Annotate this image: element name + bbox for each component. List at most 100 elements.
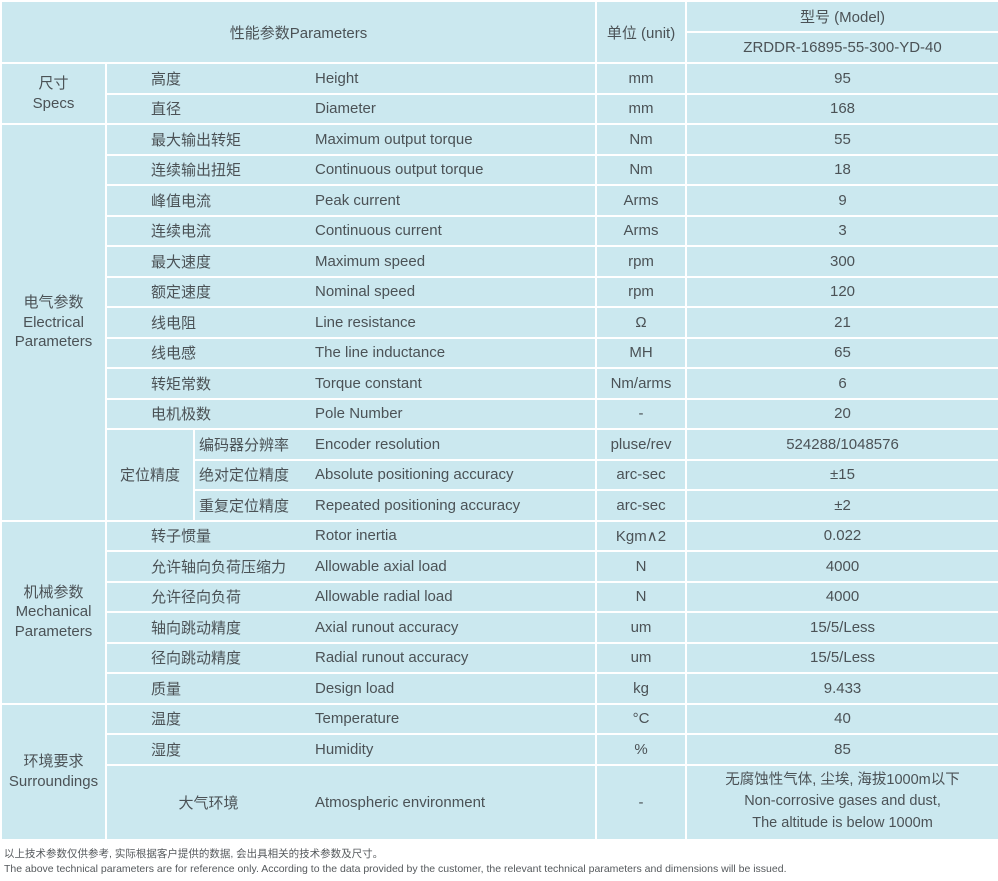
value-cell: 18 — [685, 153, 998, 186]
footnote-cn: 以上技术参数仅供参考, 实际根据客户提供的数据, 会出具相关的技术参数及尺寸。 — [4, 847, 384, 860]
value-cell: 4000 — [685, 580, 998, 613]
param-name-en: Maximum output torque — [315, 130, 473, 148]
param-name-cn: 线电感 — [151, 345, 197, 363]
unit-cell: Arms — [595, 184, 688, 217]
param-name-en: Torque constant — [315, 374, 422, 392]
param-name-cn: 额定速度 — [151, 284, 212, 302]
param-name-en: Rotor inertia — [315, 527, 397, 545]
unit-cell: MH — [595, 336, 688, 369]
unit-cell: - — [595, 763, 688, 841]
value-cell: 9.433 — [685, 672, 998, 705]
param-name-cn: 转子惯量 — [151, 528, 212, 546]
unit-cell: rpm — [595, 275, 688, 308]
value-cell: 65 — [685, 336, 998, 369]
param-name-cn: 径向跳动精度 — [151, 650, 242, 668]
param-label-cell: 径向跳动精度 Radial runout accuracy — [104, 641, 598, 674]
param-label-cell: 最大速度 Maximum speed — [104, 245, 598, 278]
param-name-en: Peak current — [315, 191, 401, 209]
param-name-cn: 峰值电流 — [151, 192, 212, 210]
param-label-cell: 连续电流 Continuous current — [104, 214, 598, 247]
param-name-en: Allowable axial load — [315, 557, 447, 575]
param-label-cell: 线电阻 Line resistance — [104, 306, 598, 339]
section-title-electrical: 电气参数 Electrical Parameters — [0, 123, 107, 522]
param-name-en: Continuous output torque — [315, 161, 484, 179]
subgroup-title-positioning: 定位精度 — [105, 428, 195, 522]
value-cell: 55 — [685, 123, 998, 156]
param-label-cell: 允许轴向负荷压缩力 Allowable axial load — [104, 550, 598, 583]
table-row: 最大速度 Maximum speed rpm 300 — [1, 245, 998, 278]
param-name-en: Line resistance — [315, 313, 416, 331]
param-label-cell: 峰值电流 Peak current — [104, 184, 598, 217]
param-name-cn: 转矩常数 — [151, 375, 212, 393]
table-row: 连续电流 Continuous current Arms 3 — [1, 214, 998, 247]
unit-cell: mm — [595, 62, 688, 95]
table-row: 径向跳动精度 Radial runout accuracy um 15/5/Les… — [1, 641, 998, 674]
param-label-cell: 线电感 The line inductance — [104, 336, 598, 369]
value-cell: 15/5/Less — [685, 641, 998, 674]
param-name-en: Pole Number — [315, 405, 403, 423]
header-row-1: 性能参数Parameters 单位 (unit) 型号 (Model) — [0, 0, 998, 64]
section-title-surroundings: 环境要求 Surroundings — [0, 702, 107, 841]
model-value: ZRDDR-16895-55-300-YD-40 — [685, 31, 998, 64]
param-name-cn: 大气环境 — [178, 794, 239, 812]
value-cell: 20 — [685, 397, 998, 430]
table-row: 轴向跳动精度 Axial runout accuracy um 15/5/Less — [1, 611, 998, 644]
param-name-en: Atmospheric environment — [315, 793, 486, 811]
param-label-cell: 转矩常数 Torque constant — [104, 367, 598, 400]
param-label-cell: 高度 Height — [104, 62, 598, 95]
param-name-cn: 温度 — [151, 711, 182, 729]
param-label-cell: 温度 Temperature — [104, 702, 598, 735]
spec-table: 性能参数Parameters 单位 (unit) 型号 (Model) ZRDD… — [0, 0, 998, 841]
table-row: 允许轴向负荷压缩力 Allowable axial load N 4000 — [1, 550, 998, 583]
table-row: 机械参数 Mechanical Parameters 转子惯量 Rotor ine… — [0, 519, 998, 705]
unit-cell: Arms — [595, 214, 688, 247]
param-name-cn: 质量 — [151, 680, 182, 698]
param-label-cell: 额定速度 Nominal speed — [104, 275, 598, 308]
param-name-en: Radial runout accuracy — [315, 649, 469, 667]
unit-cell: N — [595, 580, 688, 613]
table-row: 尺寸 Specs 高度 Height mm 95 — [0, 62, 998, 125]
param-label-cell: 重复定位精度 Repeated positioning accuracy — [192, 489, 598, 522]
param-name-en: Axial runout accuracy — [315, 618, 459, 636]
table-row: 电机极数 Pole Number - 20 — [1, 397, 998, 430]
unit-cell: Nm/arms — [595, 367, 688, 400]
param-name-cn: 连续电流 — [151, 223, 212, 241]
value-cell: 无腐蚀性气体, 尘埃, 海拔1000m以下 Non-corrosive gase… — [685, 763, 998, 841]
table-row: 线电感 The line inductance MH 65 — [1, 336, 998, 369]
param-label-cell: 转子惯量 Rotor inertia — [104, 519, 598, 552]
param-name-en: Height — [315, 69, 359, 87]
unit-cell: mm — [595, 92, 688, 125]
table-row: 定位精度 编码器分辨率 Encoder resolution pluse/rev … — [1, 428, 998, 522]
param-name-cn: 轴向跳动精度 — [151, 619, 242, 637]
unit-cell: % — [595, 733, 688, 766]
value-cell: 95 — [685, 62, 998, 95]
param-name-cn: 重复定位精度 — [199, 497, 290, 515]
table-row: 质量 Design load kg 9.433 — [1, 672, 998, 705]
param-label-cell: 大气环境 Atmospheric environment — [104, 763, 598, 841]
value-cell: 15/5/Less — [685, 611, 998, 644]
unit-cell: um — [595, 641, 688, 674]
unit-cell: Nm — [595, 153, 688, 186]
unit-cell: rpm — [595, 245, 688, 278]
param-label-cell: 连续输出扭矩 Continuous output torque — [104, 153, 598, 186]
table-row: 连续输出扭矩 Continuous output torque Nm 18 — [1, 153, 998, 186]
param-name-en: Humidity — [315, 740, 374, 758]
param-name-en: Design load — [315, 679, 395, 697]
param-name-cn: 编码器分辨率 — [199, 436, 290, 454]
footnote-en: The above technical parameters are for r… — [4, 863, 787, 876]
param-name-cn: 连续输出扭矩 — [151, 162, 242, 180]
table-row: 重复定位精度 Repeated positioning accuracy arc-… — [1, 489, 998, 522]
model-header: 型号 (Model) — [685, 0, 998, 33]
table-row: 湿度 Humidity % 85 — [1, 733, 998, 766]
unit-cell: pluse/rev — [595, 428, 688, 461]
param-name-cn: 绝对定位精度 — [199, 467, 290, 485]
value-cell: 6 — [685, 367, 998, 400]
unit-cell: um — [595, 611, 688, 644]
param-label-cell: 湿度 Humidity — [104, 733, 598, 766]
unit-cell: Nm — [595, 123, 688, 156]
unit-cell: °C — [595, 702, 688, 735]
param-label-cell: 轴向跳动精度 Axial runout accuracy — [104, 611, 598, 644]
param-name-en: Diameter — [315, 100, 376, 118]
param-name-en: Allowable radial load — [315, 588, 453, 606]
param-name-cn: 电机极数 — [151, 406, 212, 424]
